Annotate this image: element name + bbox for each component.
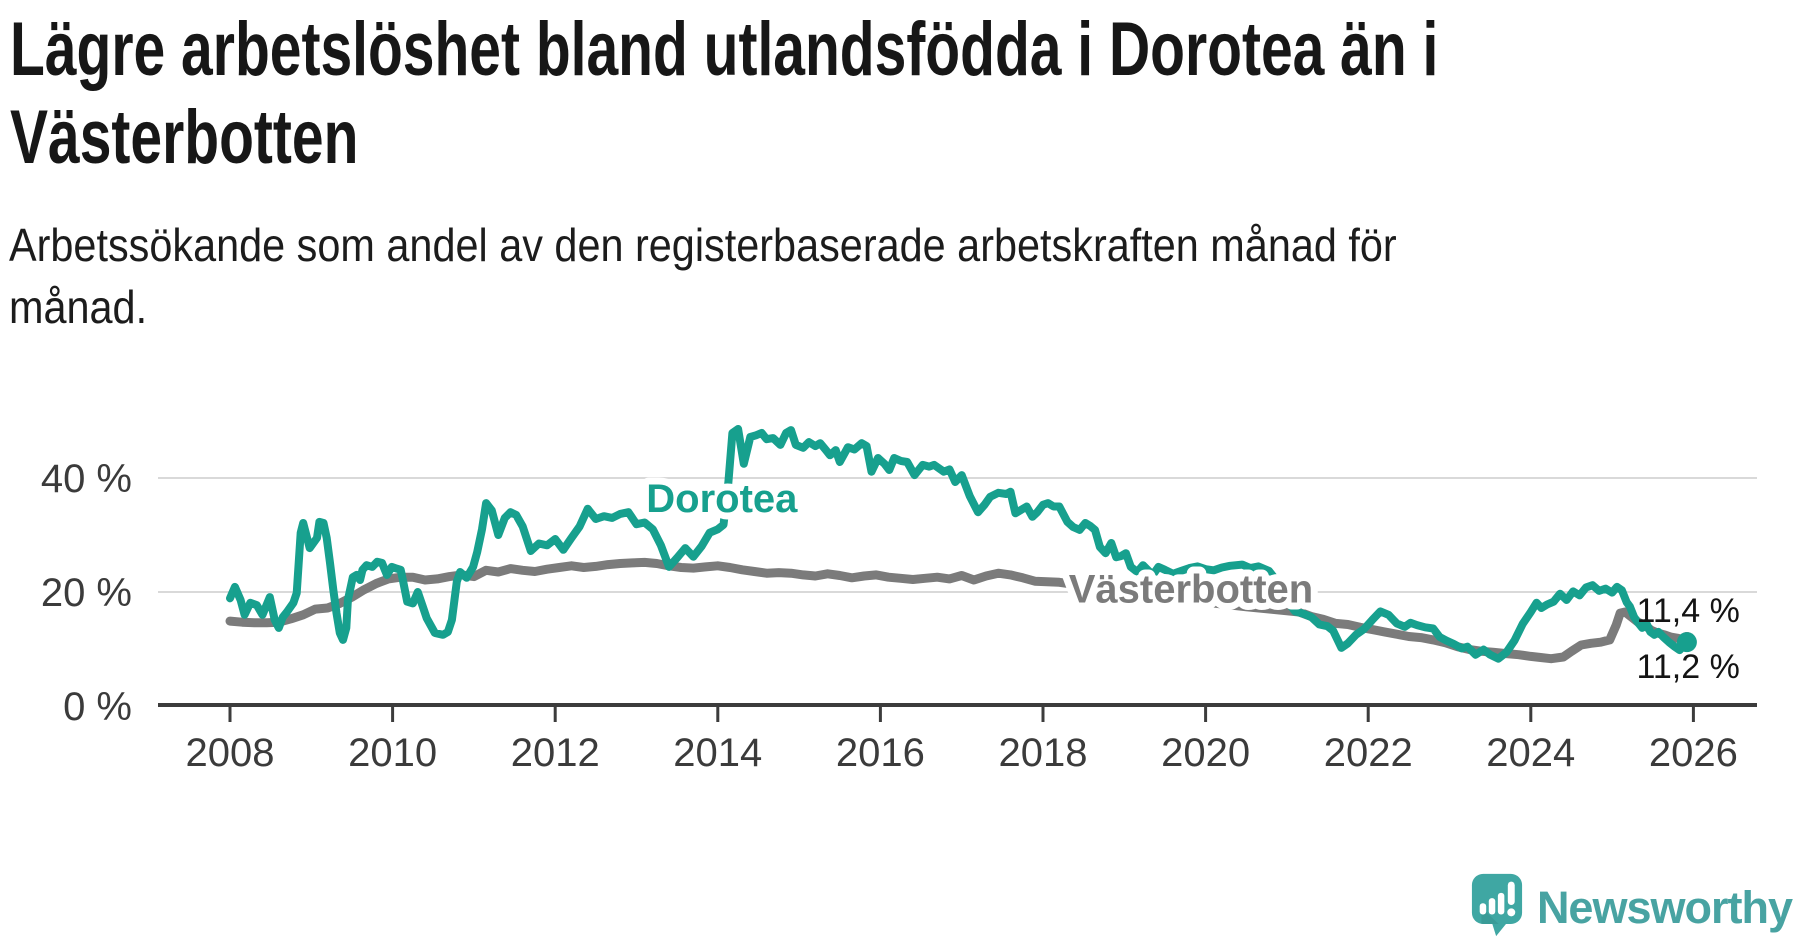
- x-tick-label-2010: 2010: [348, 731, 437, 775]
- x-tick-label-2022: 2022: [1324, 731, 1413, 775]
- x-tick-label-2026: 2026: [1649, 731, 1738, 775]
- newsworthy-speech-bubble-bar-chart-icon: [1471, 873, 1523, 942]
- chart-subtitle-line-2: månad.: [9, 281, 148, 333]
- newsworthy-logo-text: Newsworthy: [1536, 881, 1793, 933]
- x-tick-label-2014: 2014: [673, 731, 762, 775]
- y-tick-label-0pct: 0 %: [63, 685, 132, 729]
- newsworthy-logo: Newsworthy: [1471, 873, 1793, 942]
- y-tick-label-20pct: 20 %: [41, 571, 132, 615]
- dorotea-line: [226, 425, 1691, 663]
- x-tick-label-2016: 2016: [836, 731, 925, 775]
- x-tick-label-2020: 2020: [1161, 731, 1250, 775]
- dorotea-end-dot: [1676, 632, 1697, 653]
- chart-subtitle-line-1: Arbetssökande som andel av den registerb…: [9, 219, 1397, 271]
- vasterbotten-latest-value-label: 11,4 %: [1636, 592, 1739, 630]
- y-tick-label-40pct: 40 %: [41, 457, 132, 501]
- vasterbotten-line: [225, 557, 1692, 664]
- page-title-line-1: Lägre arbetslöshet bland utlandsfödda i …: [10, 7, 1439, 92]
- dorotea-series-label: Dorotea: [646, 477, 798, 521]
- vasterbotten-series-label: Västerbotten: [1069, 567, 1314, 611]
- page-title-line-2: Västerbotten: [10, 95, 359, 180]
- x-tick-label-2024: 2024: [1486, 731, 1575, 775]
- dorotea-latest-value-label: 11,2 %: [1636, 648, 1739, 686]
- chart-subtitle: Arbetssökande som andel av den registerb…: [9, 214, 1397, 338]
- x-tick-label-2018: 2018: [999, 731, 1088, 775]
- page-title: Lägre arbetslöshet bland utlandsfödda i …: [10, 6, 1438, 182]
- x-tick-label-2012: 2012: [511, 731, 600, 775]
- x-tick-label-2008: 2008: [186, 731, 275, 775]
